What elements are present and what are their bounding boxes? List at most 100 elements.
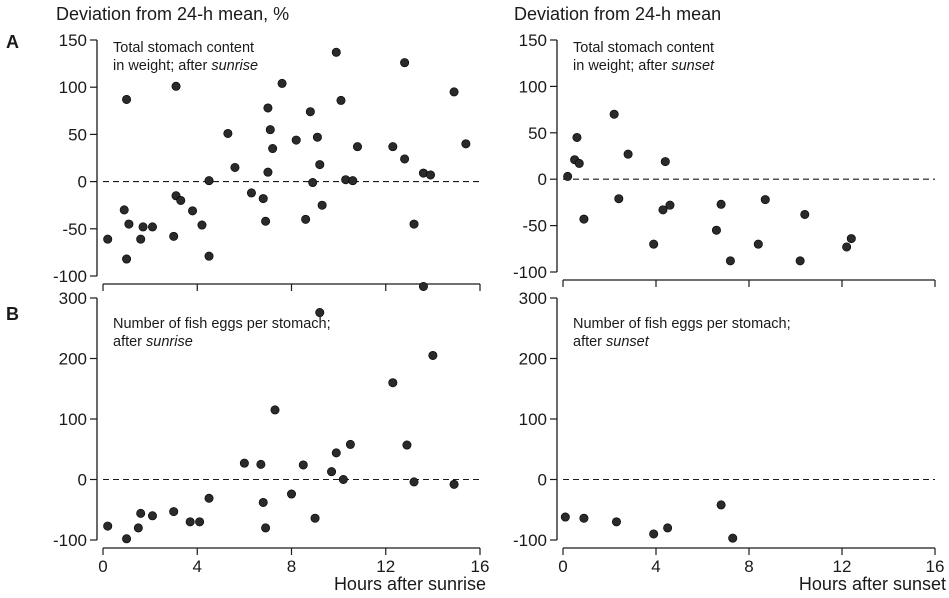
data-point xyxy=(658,205,668,215)
y-tick-label: 50 xyxy=(528,124,547,143)
data-point xyxy=(204,176,214,186)
data-point xyxy=(270,405,280,415)
right-y-axis-title: Deviation from 24-h mean xyxy=(514,4,721,24)
data-point xyxy=(223,128,233,138)
data-point xyxy=(331,448,341,458)
data-point xyxy=(409,477,419,487)
y-tick-label: 0 xyxy=(78,471,87,490)
data-point xyxy=(171,81,181,91)
data-point xyxy=(286,489,296,499)
panel-annotation-line1: Number of fish eggs per stomach; xyxy=(113,316,331,332)
panel-b-sunrise: -100 0 100 200 300 0 4 8 12 16 Number of fish eggs… xyxy=(53,282,489,576)
data-point xyxy=(122,534,132,544)
data-point xyxy=(348,176,358,186)
data-point xyxy=(317,200,327,210)
data-point xyxy=(310,513,320,523)
panel-annotation-line2: in weight; after sunset xyxy=(573,58,715,74)
data-point xyxy=(263,167,273,177)
data-point xyxy=(315,308,325,318)
x-tick-label: 16 xyxy=(471,557,490,576)
y-tick-label: 100 xyxy=(519,77,547,96)
data-point xyxy=(147,511,157,521)
data-point xyxy=(122,254,132,264)
data-point xyxy=(716,199,726,209)
data-point xyxy=(426,170,436,180)
data-point xyxy=(753,239,763,249)
left-x-axis-title: Hours after sunrise xyxy=(334,574,486,594)
data-point xyxy=(716,500,726,510)
data-point xyxy=(261,216,271,226)
right-x-axis-title: Hours after sunset xyxy=(799,574,946,594)
data-point xyxy=(230,162,240,172)
x-tick-label: 0 xyxy=(98,557,107,576)
data-point xyxy=(345,439,355,449)
data-point xyxy=(197,220,207,230)
data-point xyxy=(614,194,624,204)
data-point xyxy=(188,206,198,216)
data-point xyxy=(623,149,633,159)
data-point xyxy=(265,125,275,135)
y-tick-label: 150 xyxy=(519,31,547,50)
data-point xyxy=(449,479,459,489)
data-point xyxy=(277,78,287,88)
data-point xyxy=(327,467,337,477)
data-point xyxy=(169,507,179,517)
data-point xyxy=(609,109,619,119)
data-point xyxy=(268,144,278,154)
data-point xyxy=(124,219,134,229)
data-point xyxy=(298,460,308,470)
panel-annotation-line2: after sunset xyxy=(573,334,650,350)
y-tick-label: -100 xyxy=(513,263,547,282)
data-point xyxy=(147,222,157,232)
data-point xyxy=(711,225,721,235)
y-tick-label: -100 xyxy=(53,531,87,550)
data-point xyxy=(461,139,471,149)
panel-annotation-line1: Total stomach content xyxy=(573,40,714,56)
data-point xyxy=(579,513,589,523)
panel-letter-a: A xyxy=(6,32,19,52)
data-point xyxy=(315,160,325,170)
data-point xyxy=(291,135,301,145)
y-tick-label: -100 xyxy=(53,267,87,286)
y-tick-label: 50 xyxy=(68,125,87,144)
data-point xyxy=(846,234,856,244)
data-point xyxy=(388,142,398,152)
panel-annotation-line1: Number of fish eggs per stomach; xyxy=(573,316,791,332)
data-point xyxy=(136,234,146,244)
data-point xyxy=(263,103,273,113)
y-tick-label: 0 xyxy=(538,471,547,490)
panel-b-sunset: -100 0 100 200 300 0 4 8 12 16 Number of fish eggs… xyxy=(513,289,944,576)
y-tick-label: 100 xyxy=(519,410,547,429)
x-tick-label: 8 xyxy=(287,557,296,576)
data-point xyxy=(449,87,459,97)
y-tick-label: 150 xyxy=(59,31,87,50)
data-point xyxy=(842,242,852,252)
data-point xyxy=(119,205,129,215)
y-tick-label: 0 xyxy=(78,173,87,192)
data-point xyxy=(331,47,341,57)
data-point xyxy=(409,219,419,229)
data-point xyxy=(795,256,805,266)
data-point xyxy=(402,440,412,450)
x-tick-label: 16 xyxy=(926,557,945,576)
data-point xyxy=(560,512,570,522)
data-point xyxy=(308,178,318,188)
data-point xyxy=(388,378,398,388)
data-point xyxy=(138,222,148,232)
x-tick-label: 8 xyxy=(744,557,753,576)
y-tick-label: -100 xyxy=(513,531,547,550)
data-point xyxy=(133,523,143,533)
data-point xyxy=(312,132,322,142)
data-point xyxy=(169,231,179,241)
data-point xyxy=(579,214,589,224)
panel-annotation-line1: Total stomach content xyxy=(113,40,254,56)
data-point xyxy=(611,517,621,527)
data-point xyxy=(800,209,810,219)
data-point xyxy=(400,154,410,164)
data-point xyxy=(185,517,195,527)
x-tick-label: 12 xyxy=(833,557,852,576)
data-point xyxy=(301,214,311,224)
y-tick-label: 300 xyxy=(519,289,547,308)
data-point xyxy=(239,458,249,468)
x-tick-label: 0 xyxy=(558,557,567,576)
